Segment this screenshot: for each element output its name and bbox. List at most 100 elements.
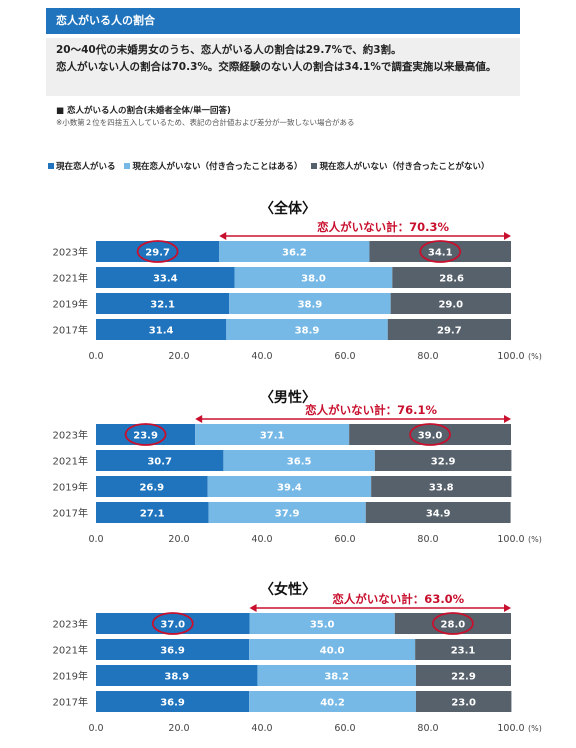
category-label: 2023年 (53, 246, 88, 259)
legend-item-has-partner: 現在恋人がいる (48, 160, 116, 172)
bar-value-label: 38.9 (298, 300, 323, 311)
bar-value-label: 39.4 (277, 483, 302, 494)
x-tick-label: 20.0 (168, 534, 189, 545)
bar-segment (96, 450, 224, 471)
bar-value-label: 38.9 (295, 326, 320, 337)
legend-label: 現在恋人がいる (56, 162, 116, 172)
x-axis-unit: (%) (528, 724, 542, 733)
bar-value-label: 38.2 (324, 672, 349, 683)
bar-value-label: 28.6 (439, 274, 464, 285)
bar-value-label: 31.4 (149, 326, 174, 337)
x-tick-label: 20.0 (168, 351, 189, 362)
x-axis-unit: (%) (528, 535, 542, 544)
legend-swatch (124, 163, 131, 169)
category-label: 2017年 (53, 324, 88, 337)
annotation-arrowhead-right (504, 604, 511, 612)
bar-segment (96, 241, 220, 262)
bar-segment (229, 293, 391, 314)
bar-segment (219, 241, 370, 262)
bar-segment (249, 613, 395, 634)
section-header: 恋人がいる人の割合 (46, 8, 520, 34)
x-tick-label: 0.0 (88, 723, 103, 734)
annotation-label: 恋人がいない計：76.1% (305, 403, 437, 417)
category-label: 2019年 (53, 298, 88, 311)
bar-value-label: 23.9 (133, 431, 158, 442)
bar-value-label: 37.9 (275, 509, 300, 520)
bar-value-label: 38.0 (301, 274, 326, 285)
chart-title: 〈女性〉 (260, 581, 316, 598)
legend-label: 現在恋人がいない（付き合ったことはある） (132, 162, 303, 172)
highlight-ellipse (151, 612, 194, 635)
bar-value-label: 34.1 (428, 248, 453, 259)
bar-segment (415, 691, 512, 712)
legend-swatch (48, 163, 54, 169)
highlight-ellipse (431, 612, 474, 635)
summary-line-1: 20～40代の未婚男女のうち、恋人がいる人の割合は29.7%で、約3割。 (56, 44, 402, 56)
bar-segment (249, 639, 416, 660)
bar-segment (369, 241, 511, 262)
bar-segment (249, 691, 416, 712)
bar-segment (96, 502, 209, 523)
chart-panel: 〈男性〉 2023年 23.9 37.1 39.0 2021年 30.7 36.5 32.9 20… (53, 389, 542, 545)
bar-segment (392, 267, 511, 288)
bar-segment (195, 424, 350, 445)
bar-segment (390, 293, 511, 314)
bar-value-label: 37.0 (160, 620, 185, 631)
bar-value-label: 36.2 (282, 248, 307, 259)
bar-value-label: 23.1 (451, 646, 476, 657)
bar-segment (96, 319, 227, 340)
chart-title: 〈全体〉 (260, 200, 316, 217)
chart-caption: ■ 恋人がいる人の割合(未婚者全体/単一回答) (56, 106, 231, 116)
x-tick-label: 60.0 (334, 534, 355, 545)
bar-value-label: 37.1 (260, 431, 285, 442)
bar-value-label: 33.8 (429, 483, 454, 494)
bar-value-label: 26.9 (139, 483, 164, 494)
bar-value-label: 22.9 (451, 672, 476, 683)
bar-value-label: 32.1 (150, 300, 175, 311)
summary-line-2: 恋人がいない人の割合は70.3%。交際経験のない人の割合は34.1%で調査実施以… (56, 61, 497, 73)
x-tick-label: 80.0 (417, 351, 438, 362)
chart-legend: 現在恋人がいる 現在恋人がいない（付き合ったことはある） 現在恋人がいない（付き… (48, 160, 495, 172)
annotation-label: 恋人がいない計：63.0% (332, 592, 464, 606)
bar-segment (96, 293, 230, 314)
annotation-arrowhead-left (249, 604, 257, 612)
x-tick-label: 100.0 (497, 723, 524, 734)
bar-segment (257, 665, 416, 686)
chart-panel: 〈全体〉 2023年 29.7 36.2 34.1 2021年 33.4 38.0 28.6 20… (53, 200, 542, 362)
x-tick-label: 20.0 (168, 723, 189, 734)
x-tick-label: 60.0 (334, 351, 355, 362)
category-label: 2017年 (53, 507, 88, 520)
x-tick-label: 100.0 (497, 534, 524, 545)
bar-value-label: 35.0 (310, 620, 335, 631)
bar-value-label: 36.9 (160, 698, 185, 709)
bar-value-label: 32.9 (431, 457, 456, 468)
x-tick-label: 100.0 (497, 351, 524, 362)
chart-title: 〈男性〉 (260, 389, 316, 406)
category-label: 2021年 (53, 272, 88, 285)
summary-box: 20～40代の未婚男女のうち、恋人がいる人の割合は29.7%で、約3割。 恋人が… (46, 38, 520, 96)
bar-segment (96, 639, 250, 660)
bar-segment (234, 267, 393, 288)
bar-segment (96, 665, 258, 686)
bar-segment (208, 502, 366, 523)
bar-segment (96, 424, 196, 445)
bar-segment (96, 476, 208, 497)
bar-segment (207, 476, 372, 497)
bar-segment (96, 267, 235, 288)
bar-segment (374, 450, 512, 471)
category-label: 2019年 (53, 481, 88, 494)
category-label: 2021年 (53, 644, 88, 657)
bar-value-label: 23.0 (451, 698, 476, 709)
bar-value-label: 29.7 (437, 326, 462, 337)
legend-label: 現在恋人がいない（付き合ったことがない） (319, 162, 490, 172)
category-label: 2021年 (53, 455, 88, 468)
x-axis-unit: (%) (528, 352, 542, 361)
bar-value-label: 30.7 (147, 457, 172, 468)
annotation-label: 恋人がいない計：70.3% (317, 220, 449, 234)
annotation-arrowhead-right (504, 232, 511, 240)
bar-value-label: 40.2 (320, 698, 345, 709)
category-label: 2019年 (53, 670, 88, 683)
bar-segment (365, 502, 511, 523)
x-tick-label: 60.0 (334, 723, 355, 734)
